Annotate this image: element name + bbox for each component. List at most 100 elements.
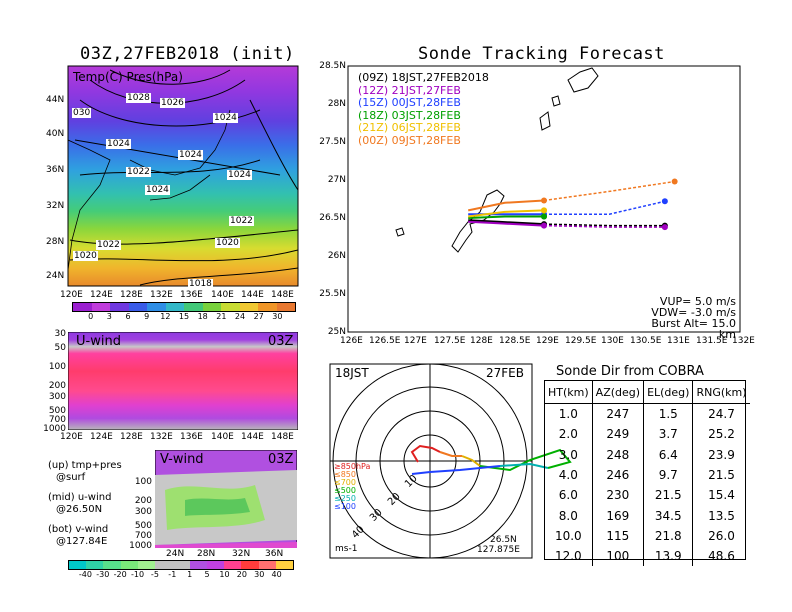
tick-label: 50: [54, 343, 66, 353]
colorbar-swatch: [128, 303, 147, 311]
tick-label: 120E: [60, 432, 83, 442]
landing-point: [671, 178, 678, 185]
column-header: EL(deg): [643, 381, 693, 404]
tick-label: 129.5E: [565, 336, 597, 346]
tick-label: 140E: [211, 432, 234, 442]
legend-entry: (18Z) 03JST,28FEB: [358, 108, 461, 122]
table-row: 10.0 115 21.8 26.0: [545, 525, 750, 547]
colorbar-label: -1: [168, 570, 177, 579]
tick-label: 130.5E: [630, 336, 662, 346]
isobar-label: 1024: [145, 185, 170, 195]
column-header: AZ(deg): [591, 381, 644, 404]
colorbar-label: 12: [160, 312, 171, 321]
colorbar-label: 18: [197, 312, 208, 321]
trajectory-descent-line: [544, 200, 666, 215]
tick-label: 128E: [120, 432, 143, 442]
map-title: 03Z,27FEB2018 (init): [80, 44, 295, 64]
pressure-entry: ≤700: [334, 478, 356, 487]
note-line: @26.50N: [56, 504, 103, 515]
tick-label: 24N: [166, 549, 185, 559]
legend-entry: (00Z) 09JST,28FEB: [358, 133, 461, 147]
tick-label: 200: [48, 381, 66, 391]
tick-label: 127.5E: [434, 336, 466, 346]
tick-label: 144E: [241, 290, 264, 300]
isobar-label: 030: [72, 108, 92, 118]
pressure-entry: ≤500: [334, 486, 356, 495]
tick-label: 300: [134, 507, 152, 517]
legend-entry: (09Z) 18JST,27FEB2018: [358, 71, 489, 84]
tick-label: 100: [134, 477, 152, 487]
colorbar-label: -40: [78, 570, 92, 579]
colorbar-label: 30: [254, 570, 265, 579]
table-row: 6.0 230 21.5 15.4: [545, 485, 750, 506]
u-wind-time: 03Z: [268, 334, 294, 349]
trajectory-descent-line: [543, 180, 675, 202]
sonde-dir-table: HT(km) AZ(deg) EL(deg) RNG(km) 1.0 247 1.5…: [545, 381, 750, 567]
colorbar-swatch: [202, 303, 221, 311]
colorbar-label: -5: [150, 570, 159, 579]
tracking-legend: (09Z) 18JST,27FEB2018 (12Z) 21JST,27FEB …: [358, 71, 489, 147]
tick-label: 132E: [732, 336, 755, 346]
tick-label: 24N: [46, 271, 65, 281]
tick-label: 120E: [60, 290, 83, 300]
burst-point: [541, 197, 547, 204]
colorbar-swatch: [258, 303, 277, 311]
tick-label: 128E: [120, 290, 143, 300]
legend-entry: (21Z) 06JST,28FEB: [358, 121, 461, 134]
tracking-x-axis: 126E 126.5E 127E 127.5E 128E 128.5E 129E…: [0, 336, 792, 348]
polar-lon: 127.875E: [477, 545, 520, 555]
tick-label: 36N: [265, 549, 284, 559]
table-row: 1.0 247 1.5 24.7: [545, 403, 750, 425]
tick-label: 127E: [404, 336, 427, 346]
tick-label: 27.5N: [319, 137, 346, 147]
isobar-label: 1028: [126, 93, 151, 103]
colorbar-swatch: [69, 561, 87, 569]
colorbar-swatch: [110, 303, 129, 311]
tick-label: 148E: [271, 290, 294, 300]
polar-lat: 26.5N: [490, 535, 517, 545]
trajectory-line: [468, 220, 545, 227]
param: VUP= 5.0 m/s: [659, 295, 736, 308]
isobar-label: 1018: [188, 279, 213, 289]
colorbar-swatch: [275, 561, 294, 569]
colorbar-swatch: [258, 561, 276, 569]
landing-point: [661, 224, 668, 231]
colorbar-label: 30: [272, 312, 283, 321]
isobar-label: 1020: [73, 251, 98, 261]
isobar-label: 1020: [215, 238, 240, 248]
tick-label: 36N: [46, 165, 65, 175]
wind-colorbar: -40 -30 -20 -10 -5 -1 1 5 10 20 30 40: [68, 560, 294, 584]
legend-entry: (12Z) 21JST,27FEB: [358, 83, 461, 97]
note: (up) tmp+pres @surf: [48, 460, 152, 484]
sonde-dir-table-box: HT(km) AZ(deg) EL(deg) RNG(km) 1.0 247 1.5…: [544, 380, 750, 567]
colorbar-label: 20: [236, 570, 247, 579]
tick-label: 130E: [601, 336, 624, 346]
colorbar-swatch: [137, 561, 156, 569]
colorbar-swatch: [73, 303, 92, 311]
colorbar-swatch: [155, 561, 173, 569]
tick-label: 132E: [150, 290, 173, 300]
column-header: RNG(km): [692, 381, 750, 404]
table-row: 4.0 246 9.7 21.5: [545, 464, 750, 486]
table-header-row: HT(km) AZ(deg) EL(deg) RNG(km): [545, 381, 750, 404]
tick-label: 32N: [46, 201, 65, 211]
colorbar-swatch: [86, 561, 104, 569]
trajectory-line: [468, 219, 545, 226]
tick-label: 28N: [46, 237, 65, 247]
tick-label: 140E: [211, 290, 234, 300]
temp-colorbar: 0 3 6 9 12 15 18 21 24 27 30: [72, 302, 296, 324]
note: (bot) v-wind @127.84E: [48, 524, 152, 548]
column-header: HT(km): [545, 381, 593, 404]
v-wind-x-axis: 24N 28N 32N 36N: [0, 549, 310, 561]
tick-label: 28.5N: [319, 61, 346, 71]
tick-label: 136E: [180, 432, 203, 442]
polar-unit: ms-1: [335, 544, 358, 554]
param: Burst Alt= 15.0 km: [651, 317, 736, 341]
v-wind-panel: [155, 450, 297, 548]
tick-label: 131E: [667, 336, 690, 346]
colorbar-label: 3: [106, 312, 112, 321]
pressure-legend: ≥850hPa ≤850 ≤700 ≤500 ≤250 ≤100: [334, 463, 370, 511]
isobar-label: 1024: [213, 113, 238, 123]
tick-label: 28N: [327, 99, 346, 109]
